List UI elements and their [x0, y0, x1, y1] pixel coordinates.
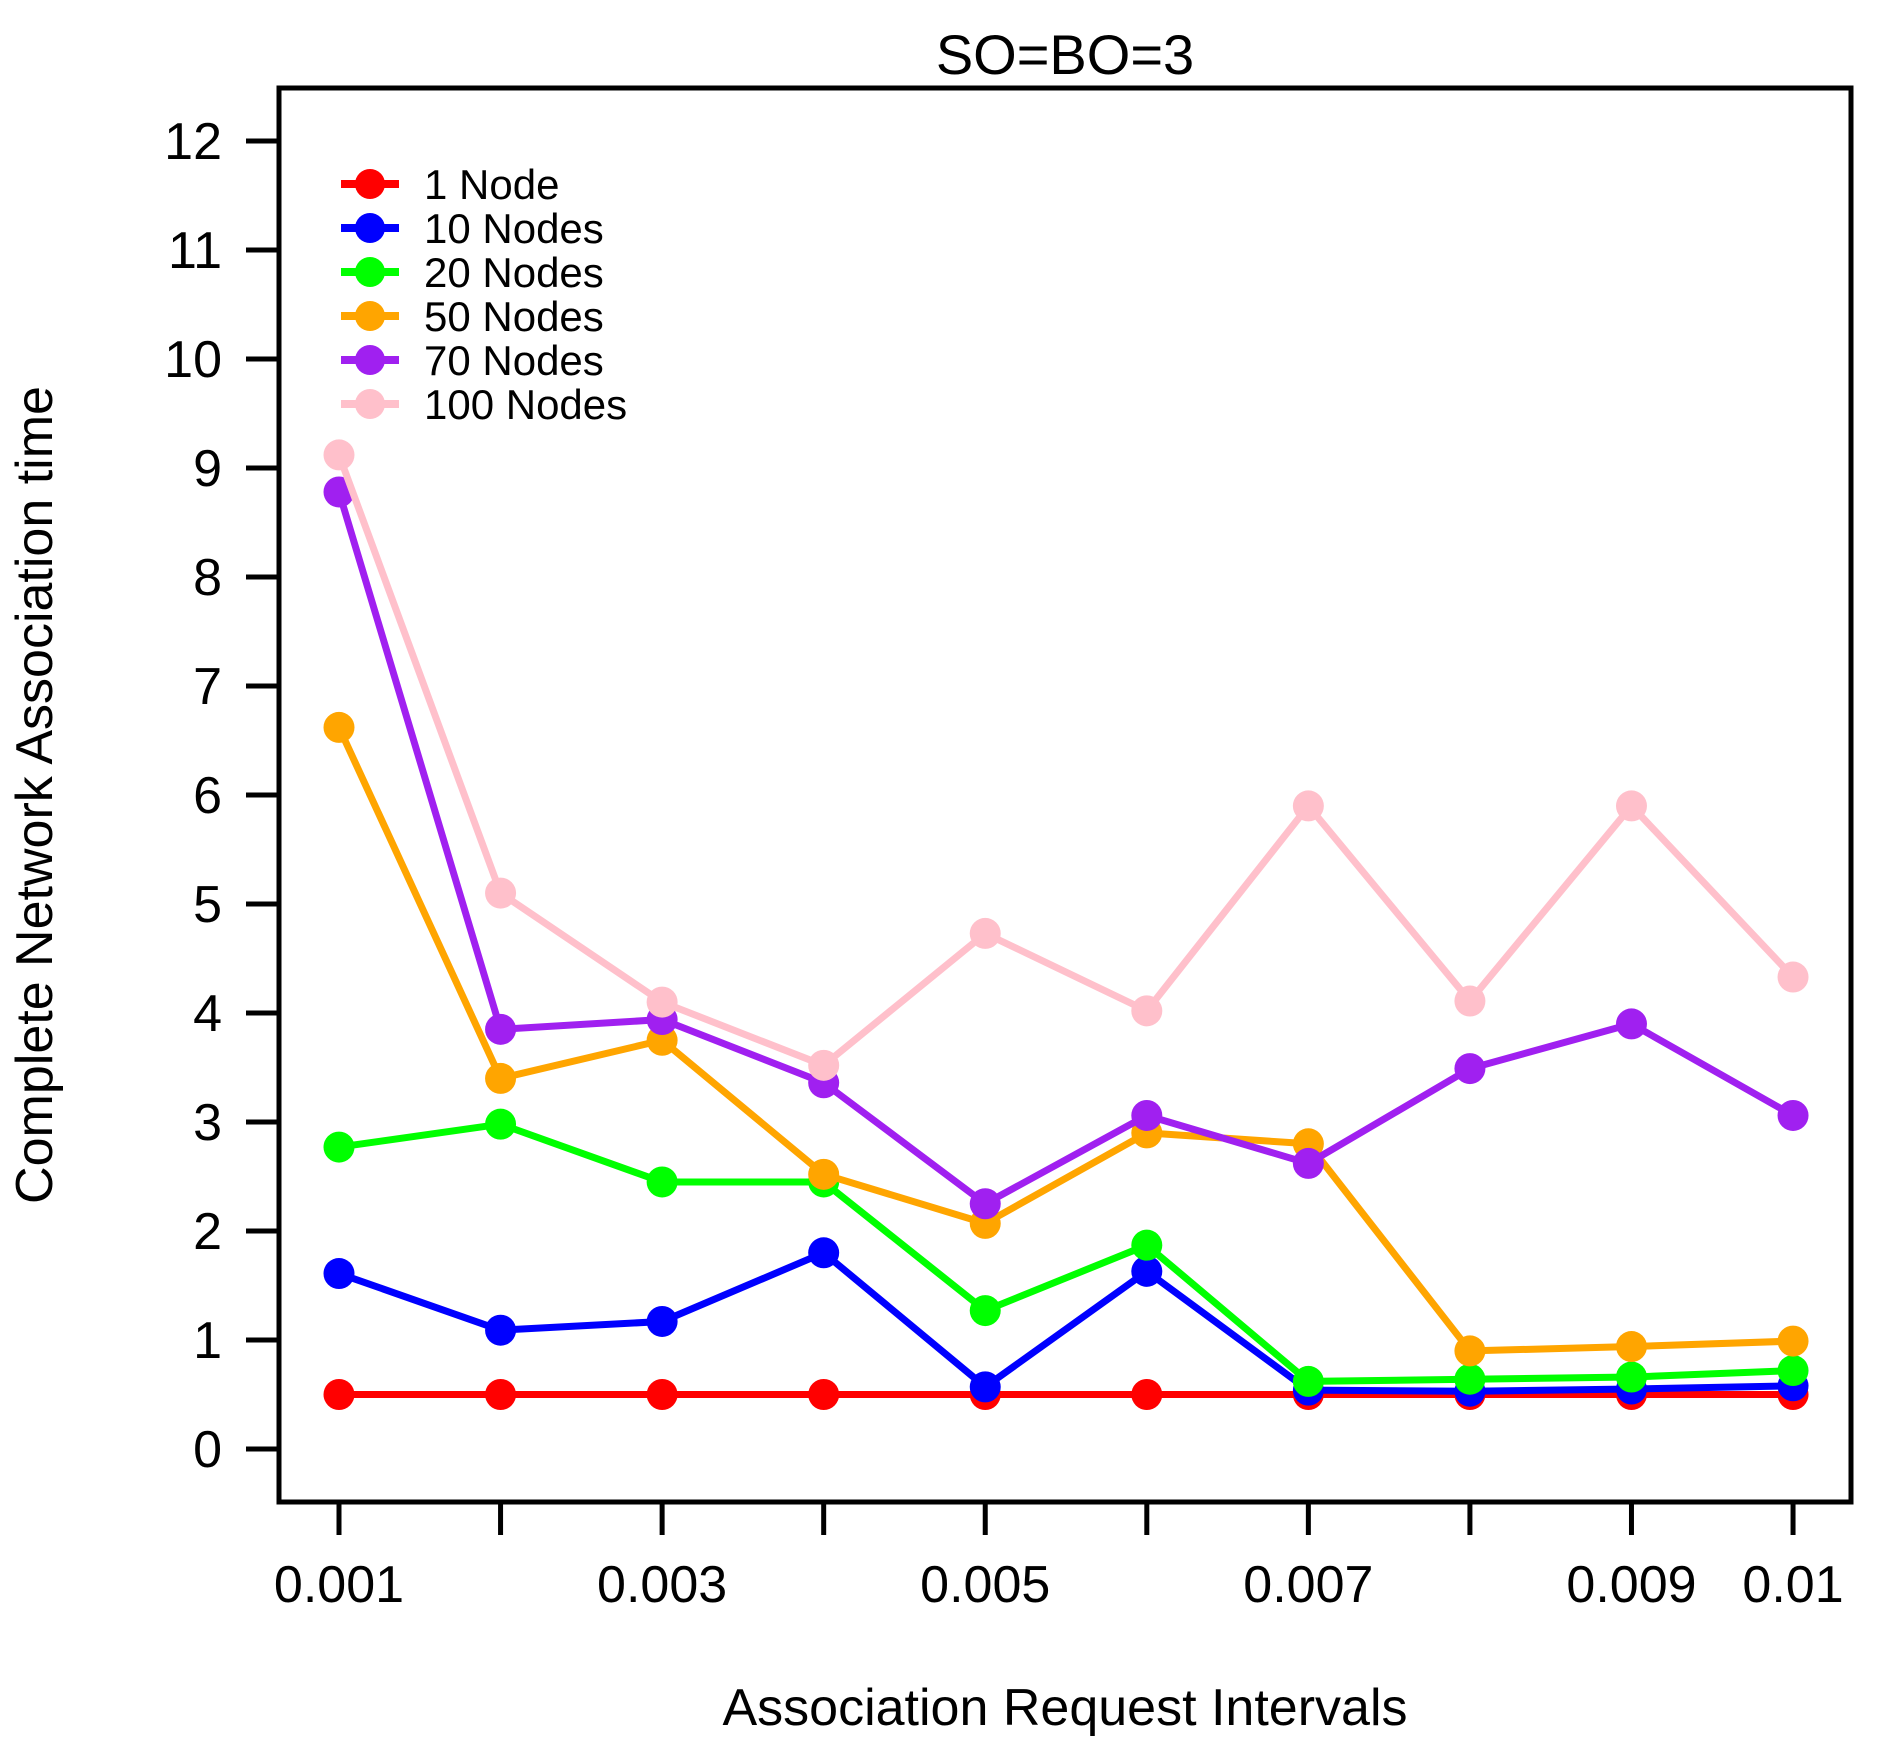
data-point-100-nodes — [323, 439, 355, 471]
legend-point-sample — [355, 389, 385, 419]
data-point-70-nodes — [1777, 1099, 1809, 1131]
data-point-100-nodes — [1131, 995, 1163, 1027]
x-axis-title: Association Request Intervals — [722, 1679, 1407, 1737]
series-line-10-nodes — [335, 1249, 1797, 1395]
data-point-20-nodes — [646, 1166, 678, 1198]
legend-label: 50 Nodes — [424, 293, 604, 340]
data-point-20-nodes — [1131, 1229, 1163, 1261]
data-point-100-nodes — [485, 877, 517, 909]
legend-label: 20 Nodes — [424, 249, 604, 296]
data-series — [323, 439, 1809, 1410]
data-point-70-nodes — [1292, 1147, 1324, 1179]
legend-point-sample — [355, 257, 385, 287]
data-point-50-nodes — [323, 711, 355, 743]
data-point-1-node — [1131, 1379, 1163, 1410]
data-point-100-nodes — [969, 917, 1001, 949]
data-point-10-nodes — [1131, 1255, 1163, 1287]
data-point-20-nodes — [1615, 1361, 1647, 1393]
y-tick-label: 1 — [193, 1312, 222, 1370]
data-point-20-nodes — [323, 1131, 355, 1163]
series-line-70-nodes — [335, 488, 1797, 1208]
data-point-100-nodes — [646, 986, 678, 1018]
series-line-50-nodes — [335, 723, 1797, 1355]
data-point-1-node — [808, 1379, 840, 1410]
legend-point-sample — [355, 213, 385, 243]
y-tick-label: 4 — [193, 985, 222, 1043]
x-tick-label: 0.01 — [1742, 1556, 1843, 1614]
y-tick-label: 0 — [193, 1421, 222, 1479]
legend-point-sample — [355, 169, 385, 199]
data-point-50-nodes — [1615, 1331, 1647, 1363]
y-tick-label: 8 — [193, 549, 222, 607]
chart-title: SO=BO=3 — [936, 23, 1194, 86]
data-point-100-nodes — [1454, 985, 1486, 1017]
y-tick-label: 12 — [164, 113, 222, 171]
data-point-10-nodes — [969, 1371, 1001, 1403]
y-tick-label: 11 — [168, 222, 222, 280]
legend-label: 1 Node — [424, 161, 559, 208]
x-tick-label: 0.003 — [597, 1556, 727, 1614]
data-point-20-nodes — [1777, 1355, 1809, 1387]
legend-point-sample — [355, 301, 385, 331]
data-point-100-nodes — [1615, 790, 1647, 822]
legend-point-sample — [355, 345, 385, 375]
data-point-20-nodes — [969, 1295, 1001, 1327]
data-point-10-nodes — [808, 1237, 840, 1269]
data-point-100-nodes — [1292, 790, 1324, 822]
y-tick-label: 7 — [193, 658, 222, 716]
data-point-70-nodes — [1131, 1099, 1163, 1131]
x-tick-label: 0.007 — [1243, 1556, 1373, 1614]
data-point-10-nodes — [485, 1314, 517, 1346]
x-axis-ticks: 0.001 0.003 0.005 0.007 0.009 0.01 — [274, 1502, 1844, 1614]
data-point-10-nodes — [646, 1305, 678, 1337]
data-point-100-nodes — [1777, 961, 1809, 993]
y-tick-label: 10 — [164, 331, 222, 389]
data-point-1-node — [323, 1379, 355, 1410]
data-point-70-nodes — [1615, 1008, 1647, 1040]
data-point-50-nodes — [1454, 1335, 1486, 1367]
data-point-70-nodes — [1454, 1053, 1486, 1085]
x-tick-label: 0.001 — [274, 1556, 404, 1614]
data-point-50-nodes — [808, 1158, 840, 1190]
data-point-70-nodes — [485, 1013, 517, 1045]
data-point-100-nodes — [808, 1049, 840, 1081]
series-line-100-nodes — [335, 451, 1797, 1069]
y-tick-label: 3 — [193, 1094, 222, 1152]
x-tick-label: 0.009 — [1566, 1556, 1696, 1614]
y-axis-title: Complete Network Association time — [6, 386, 64, 1204]
data-point-20-nodes — [1454, 1363, 1486, 1395]
data-point-20-nodes — [1292, 1365, 1324, 1397]
legend-label: 70 Nodes — [424, 337, 604, 384]
data-point-10-nodes — [323, 1258, 355, 1290]
x-tick-label: 0.005 — [920, 1556, 1050, 1614]
legend-label: 100 Nodes — [424, 381, 627, 428]
data-point-1-node — [485, 1379, 517, 1410]
y-tick-label: 5 — [193, 876, 222, 934]
y-tick-label: 6 — [193, 767, 222, 825]
data-point-20-nodes — [485, 1108, 517, 1140]
data-point-50-nodes — [485, 1062, 517, 1094]
data-point-70-nodes — [969, 1188, 1001, 1220]
data-point-50-nodes — [1777, 1325, 1809, 1357]
y-tick-label: 9 — [193, 440, 222, 498]
data-point-1-node — [646, 1379, 678, 1410]
series-line-20-nodes — [335, 1120, 1797, 1385]
legend-label: 10 Nodes — [424, 205, 604, 252]
y-tick-label: 2 — [193, 1203, 222, 1261]
